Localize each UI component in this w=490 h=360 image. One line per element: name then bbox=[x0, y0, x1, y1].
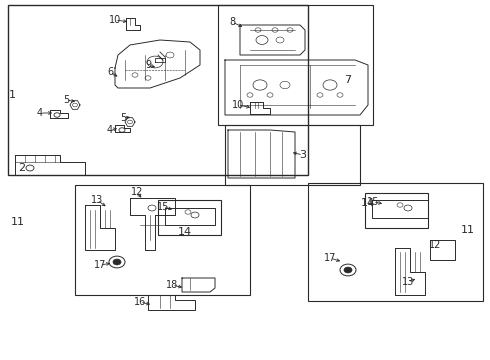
Bar bbox=[158, 200, 221, 235]
Bar bbox=[308, 183, 483, 301]
Text: 3: 3 bbox=[299, 150, 307, 160]
Bar bbox=[218, 5, 373, 125]
Text: 17: 17 bbox=[324, 253, 336, 263]
Text: 18: 18 bbox=[166, 280, 178, 290]
Text: 8: 8 bbox=[229, 17, 235, 27]
Text: 2: 2 bbox=[19, 163, 25, 173]
Text: 4: 4 bbox=[107, 125, 113, 135]
Text: 16: 16 bbox=[134, 297, 146, 307]
Text: 17: 17 bbox=[94, 260, 106, 270]
Text: 5: 5 bbox=[120, 113, 126, 123]
Bar bbox=[365, 193, 428, 228]
Text: 14: 14 bbox=[361, 198, 375, 208]
Text: 5: 5 bbox=[63, 95, 69, 105]
Circle shape bbox=[113, 259, 121, 265]
Bar bbox=[75, 185, 250, 295]
Text: 14: 14 bbox=[178, 227, 192, 237]
Text: 15: 15 bbox=[157, 202, 169, 212]
Text: 4: 4 bbox=[37, 108, 43, 118]
Text: 11: 11 bbox=[11, 217, 25, 227]
Text: 15: 15 bbox=[367, 197, 379, 207]
Text: 7: 7 bbox=[344, 75, 351, 85]
Text: 9: 9 bbox=[145, 60, 151, 70]
Text: 10: 10 bbox=[232, 100, 244, 110]
Text: 10: 10 bbox=[109, 15, 121, 25]
Text: 13: 13 bbox=[402, 277, 414, 287]
Bar bbox=[225, 125, 360, 185]
Text: 11: 11 bbox=[461, 225, 475, 235]
Text: 12: 12 bbox=[429, 240, 441, 250]
Text: 6: 6 bbox=[107, 67, 113, 77]
Text: 13: 13 bbox=[91, 195, 103, 205]
Circle shape bbox=[344, 267, 352, 273]
Text: 12: 12 bbox=[131, 187, 143, 197]
Text: 1: 1 bbox=[8, 90, 16, 100]
Bar bbox=[8, 5, 308, 175]
